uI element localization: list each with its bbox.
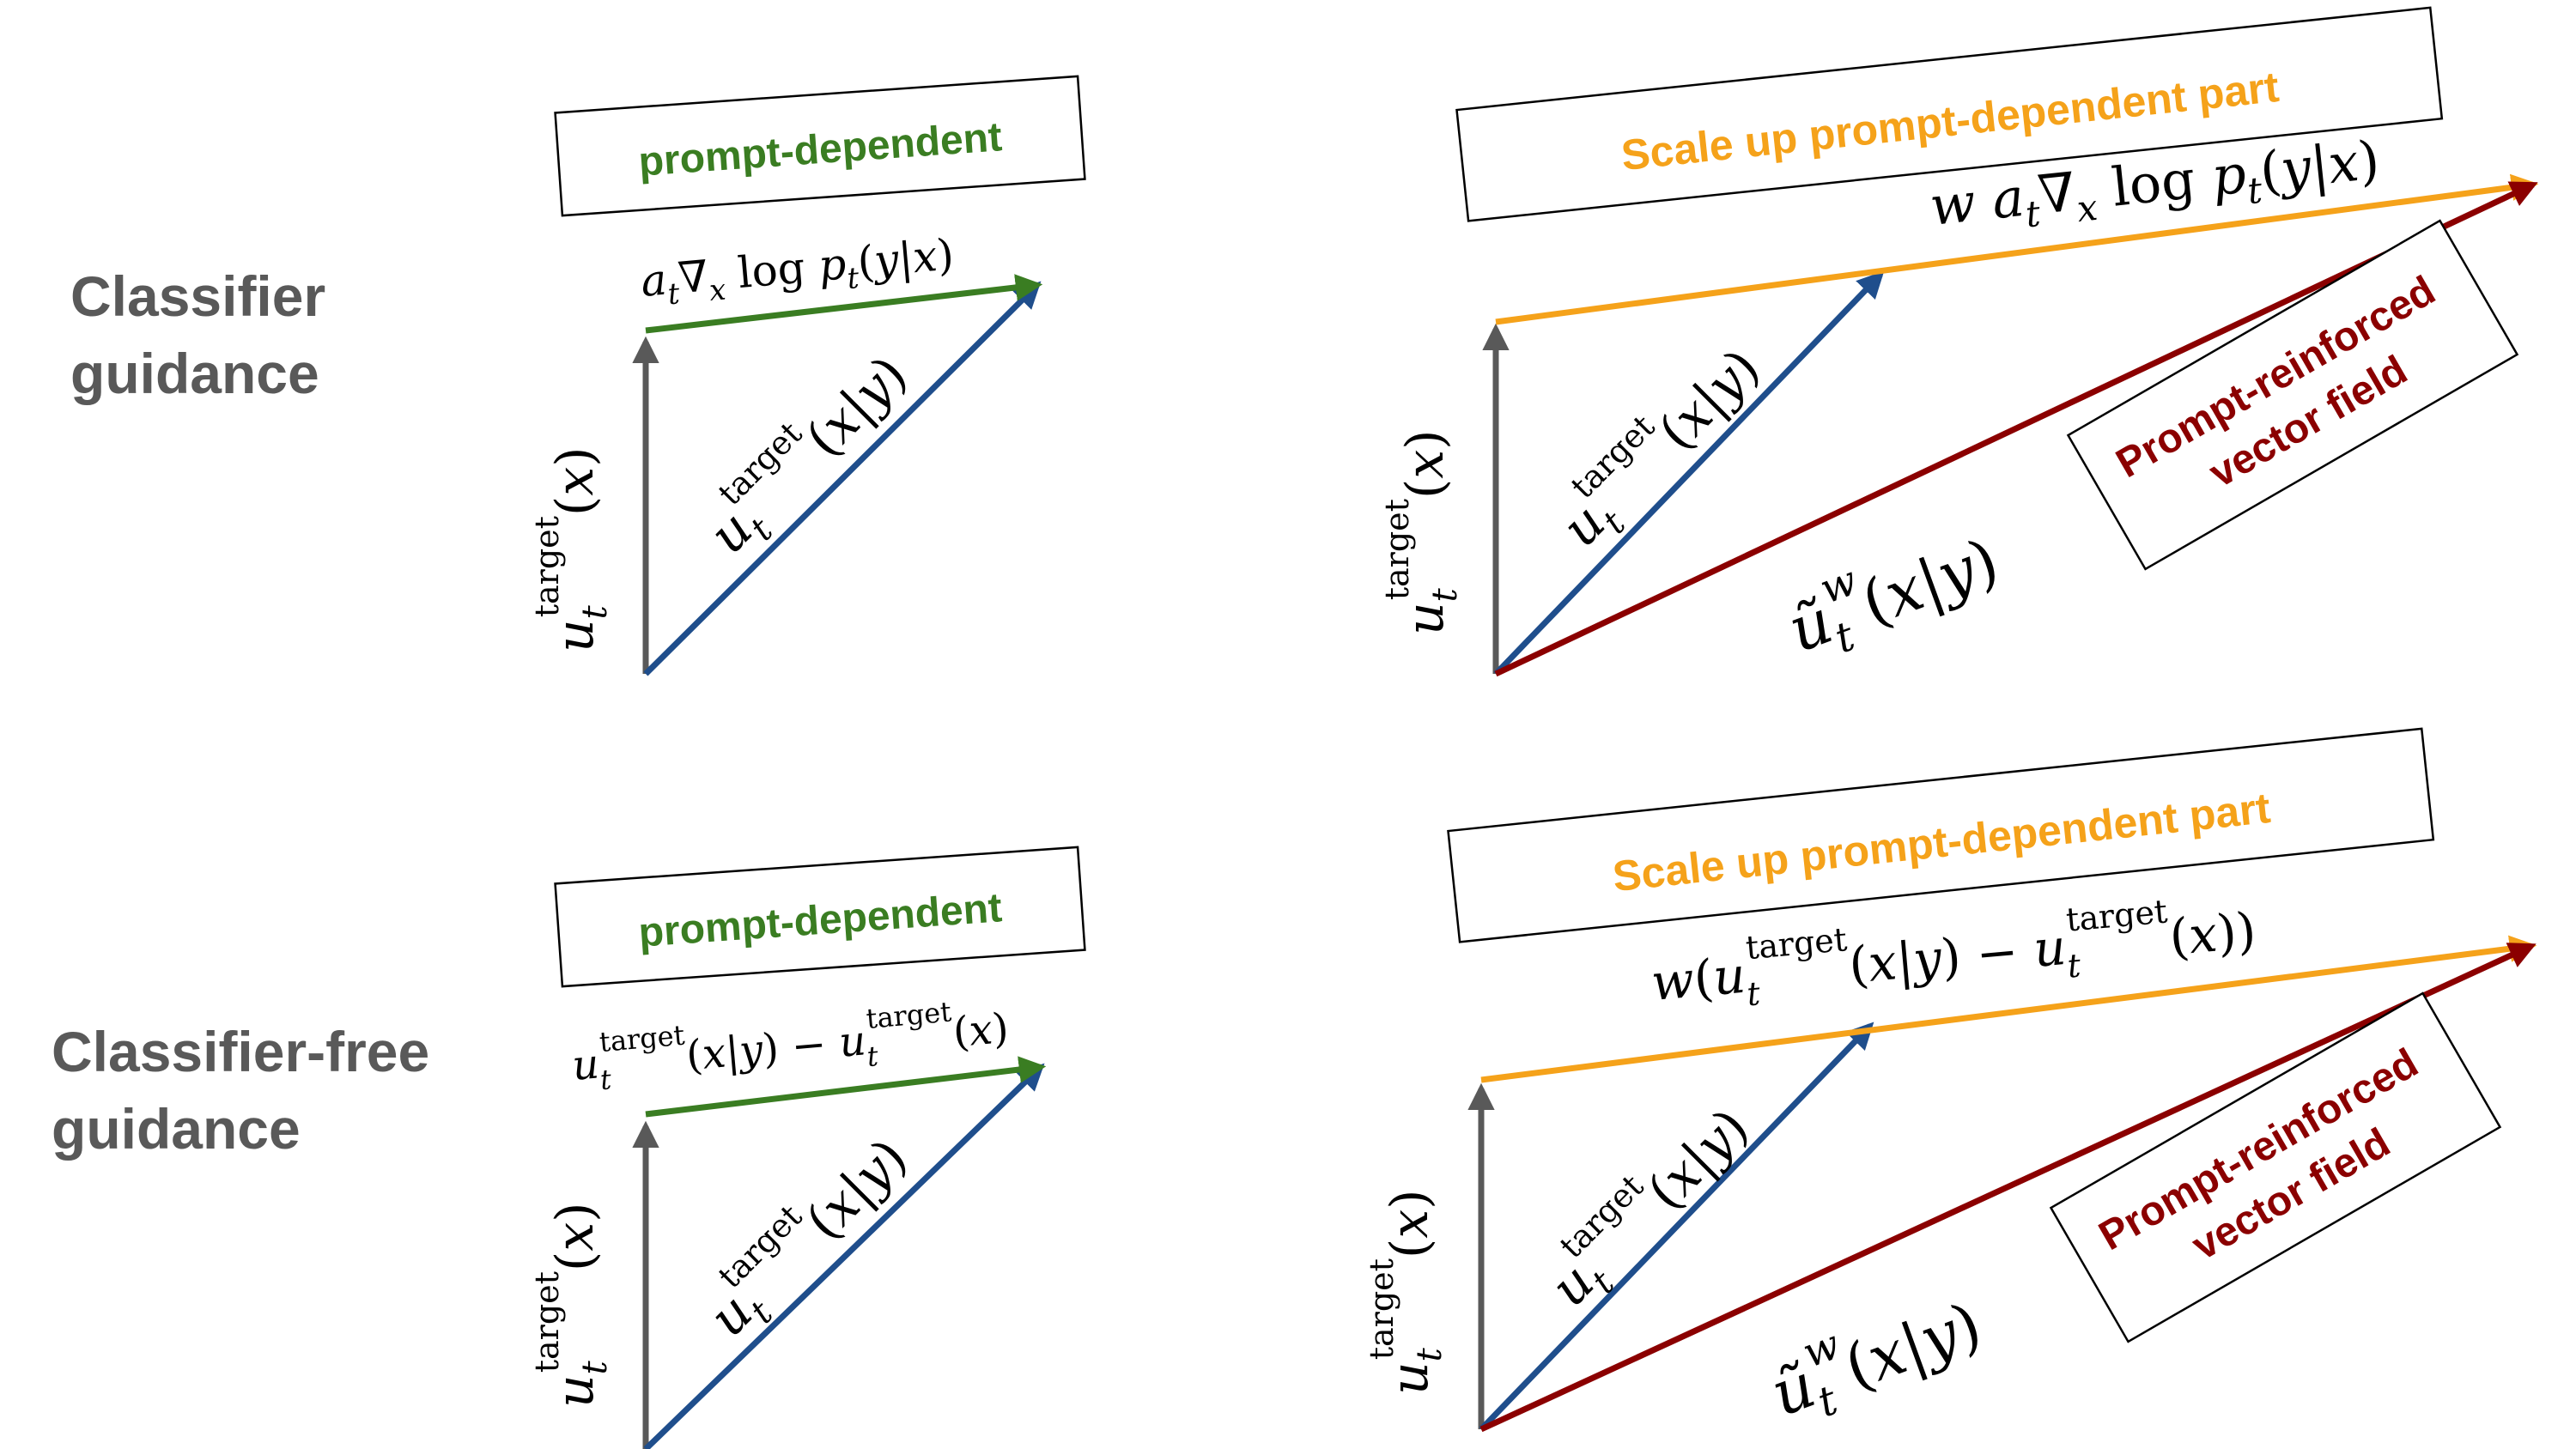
cond-vector-label: uttarget(x|y) (1539, 325, 1778, 565)
cond-vector-arrow (643, 281, 1042, 676)
guided-vector-label: ũtw(x|y) (1774, 509, 2012, 676)
row2-left-panel: prompt-dependent uttarget(x|y) − uttarge… (528, 846, 1086, 1449)
row1-right-panel: Scale up prompt-dependent part Prompt-re… (1378, 6, 2539, 676)
uncond-vector-label: uttarget(x) (1363, 1189, 1449, 1395)
scale-up-box (1455, 6, 2444, 222)
cond-vector-arrow (643, 1063, 1045, 1449)
prompt-dependent-arrow (645, 1056, 1047, 1118)
prompt-dependent-box (554, 75, 1086, 217)
guided-vector-arrow (1479, 943, 2537, 1433)
reinforced-box (2066, 219, 2519, 571)
cond-vector-label: uttarget(x|y) (1528, 1085, 1767, 1325)
uncond-vector-label: uttarget(x) (528, 1202, 615, 1408)
row2-right-panel: Scale up prompt-dependent part Prompt-re… (1363, 727, 2537, 1440)
cond-vector-label: uttarget(x|y) (686, 1115, 926, 1355)
reinforced-box (2049, 991, 2502, 1343)
prompt-dependent-box (554, 846, 1086, 988)
scaled-prompt-arrow (1495, 173, 2539, 325)
formula-cfg-difference: uttarget(x|y) − uttarget(x) (569, 991, 1012, 1099)
scaled-prompt-arrow (1480, 935, 2537, 1083)
uncond-vector-label: uttarget(x) (1378, 429, 1465, 635)
row-label-classifier-free: Classifier-free guidance (52, 1020, 446, 1161)
cond-vector-arrow (1479, 1022, 1874, 1432)
scale-up-box (1447, 727, 2435, 943)
guided-vector-label: ũtw(x|y) (1757, 1273, 1995, 1440)
cond-vector-label: uttarget(x|y) (686, 332, 926, 572)
row-label-classifier: Classifier guidance (70, 264, 342, 405)
prompt-dependent-arrow (645, 274, 1043, 334)
uncond-vector-label: uttarget(x) (528, 446, 615, 652)
row1-left-panel: prompt-dependent at∇x log pt(y|x) uttarg… (528, 75, 1086, 676)
cond-vector-arrow (1493, 270, 1885, 676)
